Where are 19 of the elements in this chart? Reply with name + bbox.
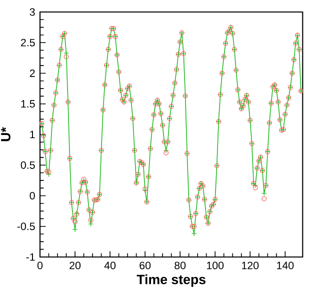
x-tick-label: 20	[70, 262, 81, 270]
y-tick-label: 2	[30, 70, 35, 77]
x-tick-label: 100	[207, 262, 224, 270]
x-axis-title: Time steps	[136, 274, 206, 287]
y-tick-label: 1	[30, 130, 35, 138]
y-tick-label: 2.5	[21, 38, 35, 46]
x-tick-label: 80	[174, 262, 186, 270]
y-tick-label: 0	[30, 192, 35, 200]
x-tick-label: 40	[104, 262, 116, 270]
y-tick-label: -0.5	[17, 222, 35, 230]
y-tick-label: 0.5	[20, 161, 35, 169]
x-tick-label: 0	[37, 262, 43, 270]
x-tick-label: 60	[140, 262, 151, 270]
y-axis-title: U*	[1, 127, 10, 142]
x-tick-label: 120	[242, 262, 259, 270]
y-tick-label: 3	[30, 8, 35, 16]
x-tick-label: 140	[277, 262, 294, 270]
y-tick-label: 1.5	[21, 100, 35, 108]
y-tick-label: -1	[26, 253, 35, 261]
